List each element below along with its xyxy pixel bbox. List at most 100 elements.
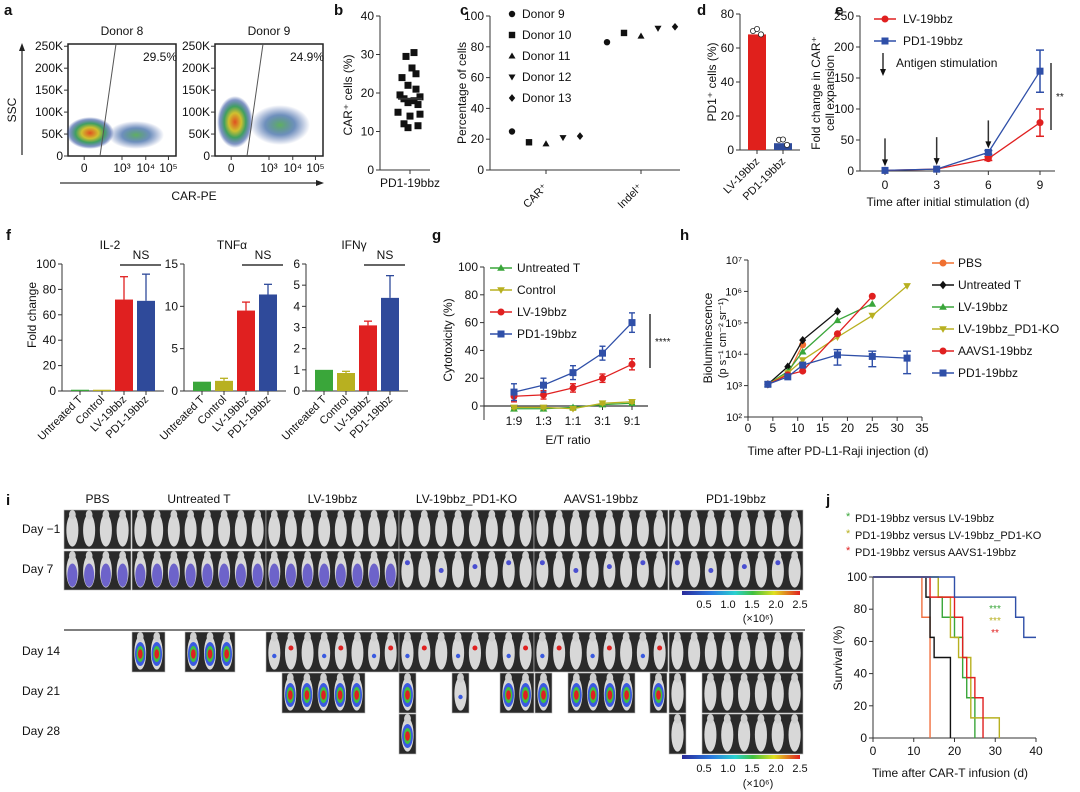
mouse-silhouette	[401, 513, 414, 547]
mouse-silhouette	[368, 513, 381, 547]
ns-label: NS	[377, 248, 394, 262]
signal-blob	[269, 563, 280, 587]
signal-blob	[385, 563, 396, 587]
mouse-head	[471, 632, 479, 642]
data-point-c	[671, 22, 679, 31]
mouse-silhouette	[502, 636, 515, 670]
legend-label: Donor 9	[522, 7, 565, 21]
survival-curve	[873, 576, 1036, 639]
y-tick-label: 0	[471, 399, 478, 413]
survival-curve	[873, 576, 984, 738]
mouse-head	[190, 632, 197, 642]
signal-blob	[235, 563, 246, 587]
mouse-head	[488, 510, 496, 520]
data-point-h	[833, 330, 841, 338]
mouse-head	[303, 673, 311, 683]
x-tick-label: 9	[1037, 178, 1044, 192]
x-tick-label: 0	[228, 161, 235, 175]
signal-blob	[304, 690, 310, 700]
signal-blob	[67, 563, 78, 587]
mouse-head	[420, 551, 428, 561]
mouse-silhouette	[721, 718, 734, 752]
mouse-head	[707, 632, 715, 642]
mouse-head	[572, 551, 580, 561]
mouse-head	[589, 632, 596, 642]
mouse-head	[337, 632, 345, 642]
gate-line	[246, 43, 264, 157]
data-point-c	[603, 38, 611, 46]
x-tick-label: 0	[882, 178, 889, 192]
signal-blob	[202, 563, 213, 587]
image-day14-pd1	[668, 631, 804, 673]
data-point-b	[408, 64, 416, 72]
x-tick-label: 20	[841, 421, 855, 435]
mouse-head	[724, 632, 731, 642]
image-day14-untreated	[131, 631, 166, 673]
y-tick-label: 2	[293, 342, 300, 356]
image-day7	[63, 550, 132, 591]
ns-label: NS	[255, 248, 272, 262]
y-tick-label: 100	[36, 257, 56, 271]
signal-blob	[640, 653, 646, 659]
signal-blob	[219, 563, 230, 587]
y-tick-label: 80	[854, 602, 868, 616]
image-day7	[265, 550, 400, 591]
signal-blob	[590, 653, 595, 659]
flow-plot-title: Donor 9	[248, 24, 291, 38]
group-label: AAVS1-19bbz	[564, 492, 639, 506]
panel-label-j: j	[825, 492, 830, 509]
data-point-e	[984, 155, 992, 163]
y-tick-label: 10²	[726, 412, 742, 424]
mouse-head	[622, 551, 630, 561]
panel-label-g: g	[432, 227, 441, 244]
y-tick-label: 6	[293, 257, 300, 271]
x-tick-label: 10⁴	[284, 161, 303, 175]
scale-tick-label: 2.5	[792, 599, 807, 611]
y-axis-label: Percentage of cells	[455, 42, 469, 144]
mouse-head	[555, 632, 563, 642]
panel-label-e: e	[835, 2, 843, 19]
legend-marker	[508, 10, 516, 18]
scale-tick-label: 1.0	[720, 763, 735, 775]
y-tick-label: 150	[834, 71, 854, 85]
image-day14-untreated	[184, 631, 236, 673]
signal-blob	[556, 645, 562, 651]
legend-label: PD1-19bbz versus LV-19bbz_PD1-KO	[855, 530, 1042, 542]
mouse-head	[505, 632, 513, 642]
mouse-silhouette	[586, 636, 599, 670]
mouse-silhouette	[234, 513, 247, 547]
mouse-head	[85, 510, 93, 520]
data-point-c	[525, 139, 533, 146]
mouse-silhouette	[738, 718, 751, 752]
image-day21-pd1	[668, 672, 687, 714]
mouse-silhouette	[586, 554, 599, 588]
bar-f	[215, 380, 233, 391]
x-axis-label: CAR-PE	[171, 189, 216, 203]
legend-label: PD1-19bbz versus AAVS1-19bbz	[855, 547, 1016, 559]
y-tick-label: 4	[293, 299, 300, 313]
mouse-silhouette	[704, 513, 717, 547]
mouse-head	[540, 673, 547, 683]
mouse-silhouette	[788, 554, 801, 588]
survival-curve	[873, 576, 1001, 738]
mouse-head	[206, 632, 214, 642]
flow-plot-1: Donor 8 29.5% 0 50K 100K 150K 200K 250K 0 10³ 10⁴ 1…	[35, 24, 178, 175]
mouse-head	[606, 510, 613, 520]
mouse-head	[354, 510, 361, 520]
mouse-silhouette	[66, 513, 79, 547]
mouse-silhouette	[754, 718, 767, 752]
mouse-silhouette	[334, 513, 347, 547]
mouse-silhouette	[688, 636, 701, 670]
signal-blob	[191, 649, 196, 659]
data-point-d	[784, 141, 791, 148]
mouse-head	[437, 551, 445, 561]
y-axis-label: Cytotoxicity (%)	[441, 298, 455, 381]
mouse-head	[774, 632, 782, 642]
mouse-silhouette	[83, 513, 96, 547]
mouse-head	[791, 551, 798, 561]
y-tick-label: 100	[464, 9, 484, 23]
mouse-head	[639, 551, 647, 561]
legend-marker	[939, 369, 947, 377]
mouse-silhouette	[738, 513, 751, 547]
arrow-head-icon	[985, 141, 992, 149]
